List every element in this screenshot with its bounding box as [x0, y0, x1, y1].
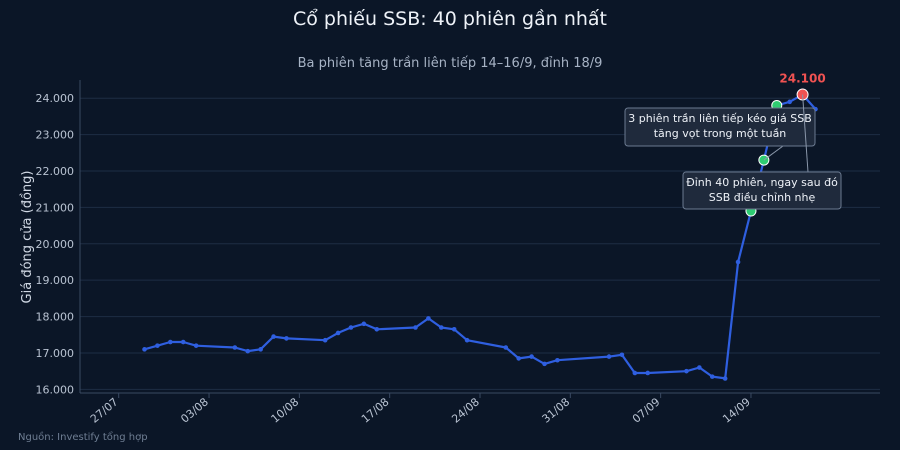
annotation-box	[682, 171, 842, 210]
price-point	[322, 337, 328, 343]
price-point	[697, 365, 702, 370]
chart-title: Cổ phiếu SSB: 40 phiên gần nhất	[292, 8, 607, 30]
price-point	[606, 354, 612, 359]
price-point	[529, 354, 534, 359]
price-point	[619, 352, 625, 358]
y-tick-label: 19.000	[36, 274, 75, 287]
y-tick-label: 23.000	[36, 129, 75, 142]
price-point	[464, 337, 470, 343]
price-point	[348, 325, 354, 330]
price-point	[787, 99, 792, 105]
x-tick-label: 03/08	[178, 395, 211, 425]
y-tick-label: 17.000	[36, 347, 75, 360]
price-point	[426, 316, 431, 321]
annotation-text: 3 phiên trần liên tiếp kéo giá SSB	[628, 112, 812, 125]
grid-layer	[80, 97, 880, 390]
y-tick-label: 18.000	[36, 311, 75, 324]
peak-value-label: 24.100	[779, 72, 825, 86]
price-line	[144, 93, 817, 380]
y-axis-title: Giá đóng cửa (đồng)	[20, 171, 35, 304]
price-point	[335, 330, 341, 336]
price-point	[645, 370, 651, 376]
y-tick-label: 20.000	[36, 238, 75, 251]
price-point	[722, 376, 728, 381]
annotation-text: Đỉnh 40 phiên, ngay sau đó	[686, 176, 838, 189]
price-point	[684, 368, 689, 374]
price-point	[438, 325, 444, 330]
price-point	[245, 348, 251, 354]
price-point	[271, 334, 276, 339]
annotation-layer: 24.100 3 phiên trần liên tiếp kéo giá SSB…	[624, 72, 842, 210]
price-point	[374, 327, 380, 332]
price-point	[258, 347, 263, 352]
price-point	[632, 370, 638, 376]
x-tick-label: 31/08	[540, 395, 573, 425]
y-tick-label: 22.000	[36, 165, 75, 178]
price-point	[142, 347, 147, 352]
y-tick-label: 21.000	[36, 201, 75, 214]
x-tick-label: 10/08	[269, 395, 302, 425]
annotation-callout: 3 phiên trần liên tiếp kéo giá SSB tăng v…	[624, 107, 816, 161]
annotation-text: tăng vọt trong một tuần	[654, 127, 787, 140]
annotation-callout: Đỉnh 40 phiên, ngay sau đó SSB điều chỉnh…	[682, 94, 842, 210]
price-point	[232, 345, 238, 350]
x-tick-label: 24/08	[449, 395, 482, 425]
source-note: Nguồn: Investify tổng hợp	[18, 432, 148, 443]
price-point	[361, 321, 367, 327]
x-tick-label: 07/09	[630, 395, 663, 425]
price-point	[168, 339, 173, 345]
chart-subtitle: Ba phiên tăng trần liên tiếp 14–16/9, đỉ…	[297, 56, 603, 71]
annotation-arrow	[763, 145, 784, 161]
price-point	[193, 343, 199, 348]
annotation-box	[624, 107, 816, 147]
price-point	[555, 357, 560, 363]
x-tick-label: 14/09	[720, 395, 753, 425]
price-point	[413, 325, 418, 330]
y-tick-label: 16.000	[36, 383, 75, 396]
price-point	[709, 374, 715, 379]
price-point	[542, 361, 547, 367]
annotation-arrow	[802, 94, 809, 173]
price-point	[284, 336, 289, 341]
annotation-text: SSB điều chỉnh nhẹ	[709, 191, 816, 204]
price-point	[155, 343, 160, 348]
price-point	[180, 339, 186, 345]
price-point	[516, 356, 522, 361]
price-point	[735, 259, 741, 265]
x-tick-label: 17/08	[359, 395, 392, 425]
y-tick-label: 24.000	[36, 92, 75, 105]
price-point	[451, 327, 457, 332]
price-point	[503, 345, 509, 350]
x-tick-label: 27/07	[88, 395, 121, 425]
